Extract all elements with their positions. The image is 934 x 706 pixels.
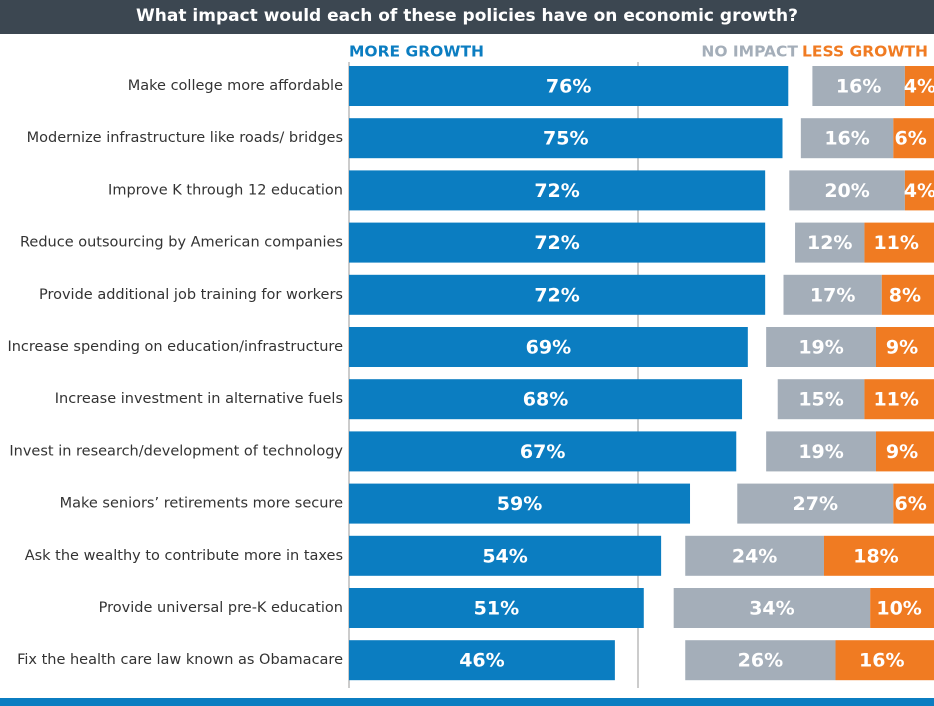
value-label: 9% [886,337,918,359]
value-label: 75% [543,128,588,150]
bar [823,535,934,576]
bar [349,431,737,472]
bar [349,66,789,106]
bar [904,170,934,211]
value-label: 17% [810,284,855,306]
category-label: Invest in research/development of techno… [9,443,343,459]
value-label: 12% [807,232,852,254]
category-label: Fix the health care law known as Obamaca… [17,652,343,668]
value-label: 16% [859,650,904,672]
value-label: 72% [534,180,579,202]
bar [349,379,743,420]
bar [864,379,934,420]
bar [904,66,934,106]
bar [349,274,766,315]
value-label: 10% [876,598,921,620]
bar [812,66,905,106]
title-bar [0,0,934,34]
value-label: 76% [546,76,591,98]
category-label: Increase investment in alternative fuels [55,391,343,407]
bar [349,483,691,524]
value-label: 59% [497,493,542,515]
bar [349,118,783,159]
bar [783,274,882,315]
bar [893,483,934,524]
value-label: 19% [798,441,843,463]
value-label: 34% [749,598,794,620]
value-label: 11% [873,389,918,411]
value-label: 26% [738,650,783,672]
chart-title: What impact would each of these policies… [136,6,798,26]
legend-label: LESS GROWTH [802,43,928,61]
bar [349,588,644,628]
bar [875,327,934,367]
value-label: 19% [798,337,843,359]
value-label: 54% [482,545,527,567]
bar [789,170,905,211]
value-label: 68% [523,389,568,411]
bar [835,640,934,681]
category-label: Provide universal pre-K education [99,600,343,616]
value-label: 18% [853,545,898,567]
value-label: 11% [873,232,918,254]
bottom-stripe [0,698,934,706]
category-label: Reduce outsourcing by American companies [20,235,343,251]
bar [875,431,934,472]
value-label: 9% [886,441,918,463]
value-label: 4% [904,180,934,202]
category-label: Provide additional job training for work… [39,287,343,303]
bar [870,588,934,628]
category-label: Make seniors’ retirements more secure [60,496,343,512]
bar [685,640,836,681]
bar [349,535,662,576]
value-label: 16% [824,128,869,150]
category-label: Modernize infrastructure like roads/ bri… [27,130,343,146]
value-label: 51% [474,598,519,620]
bar [766,431,876,472]
value-label: 72% [534,232,579,254]
bar [893,118,934,159]
bar [864,222,934,263]
value-label: 24% [732,545,777,567]
bar [349,170,766,211]
value-label: 69% [526,337,571,359]
value-label: 16% [836,76,881,98]
bar [800,118,894,159]
value-label: 8% [889,284,921,306]
value-label: 20% [824,180,869,202]
category-label: Increase spending on education/infrastru… [7,339,343,355]
category-label: Improve K through 12 education [108,182,343,198]
bar [881,274,934,315]
legend-label: MORE GROWTH [349,43,484,61]
bar [777,379,865,420]
bar [349,640,615,681]
category-label: Make college more affordable [128,78,343,94]
value-label: 6% [895,493,927,515]
bar [349,327,748,367]
bar [795,222,865,263]
value-label: 6% [895,128,927,150]
bar [766,327,876,367]
bar [673,588,871,628]
legend-label: NO IMPACT [701,43,798,61]
value-label: 27% [793,493,838,515]
value-label: 72% [534,284,579,306]
value-label: 15% [798,389,843,411]
category-label: Ask the wealthy to contribute more in ta… [25,548,343,564]
value-label: 67% [520,441,565,463]
value-label: 4% [904,76,934,98]
bar [685,535,824,576]
value-label: 46% [459,650,504,672]
bar [349,222,766,263]
bar [737,483,894,524]
